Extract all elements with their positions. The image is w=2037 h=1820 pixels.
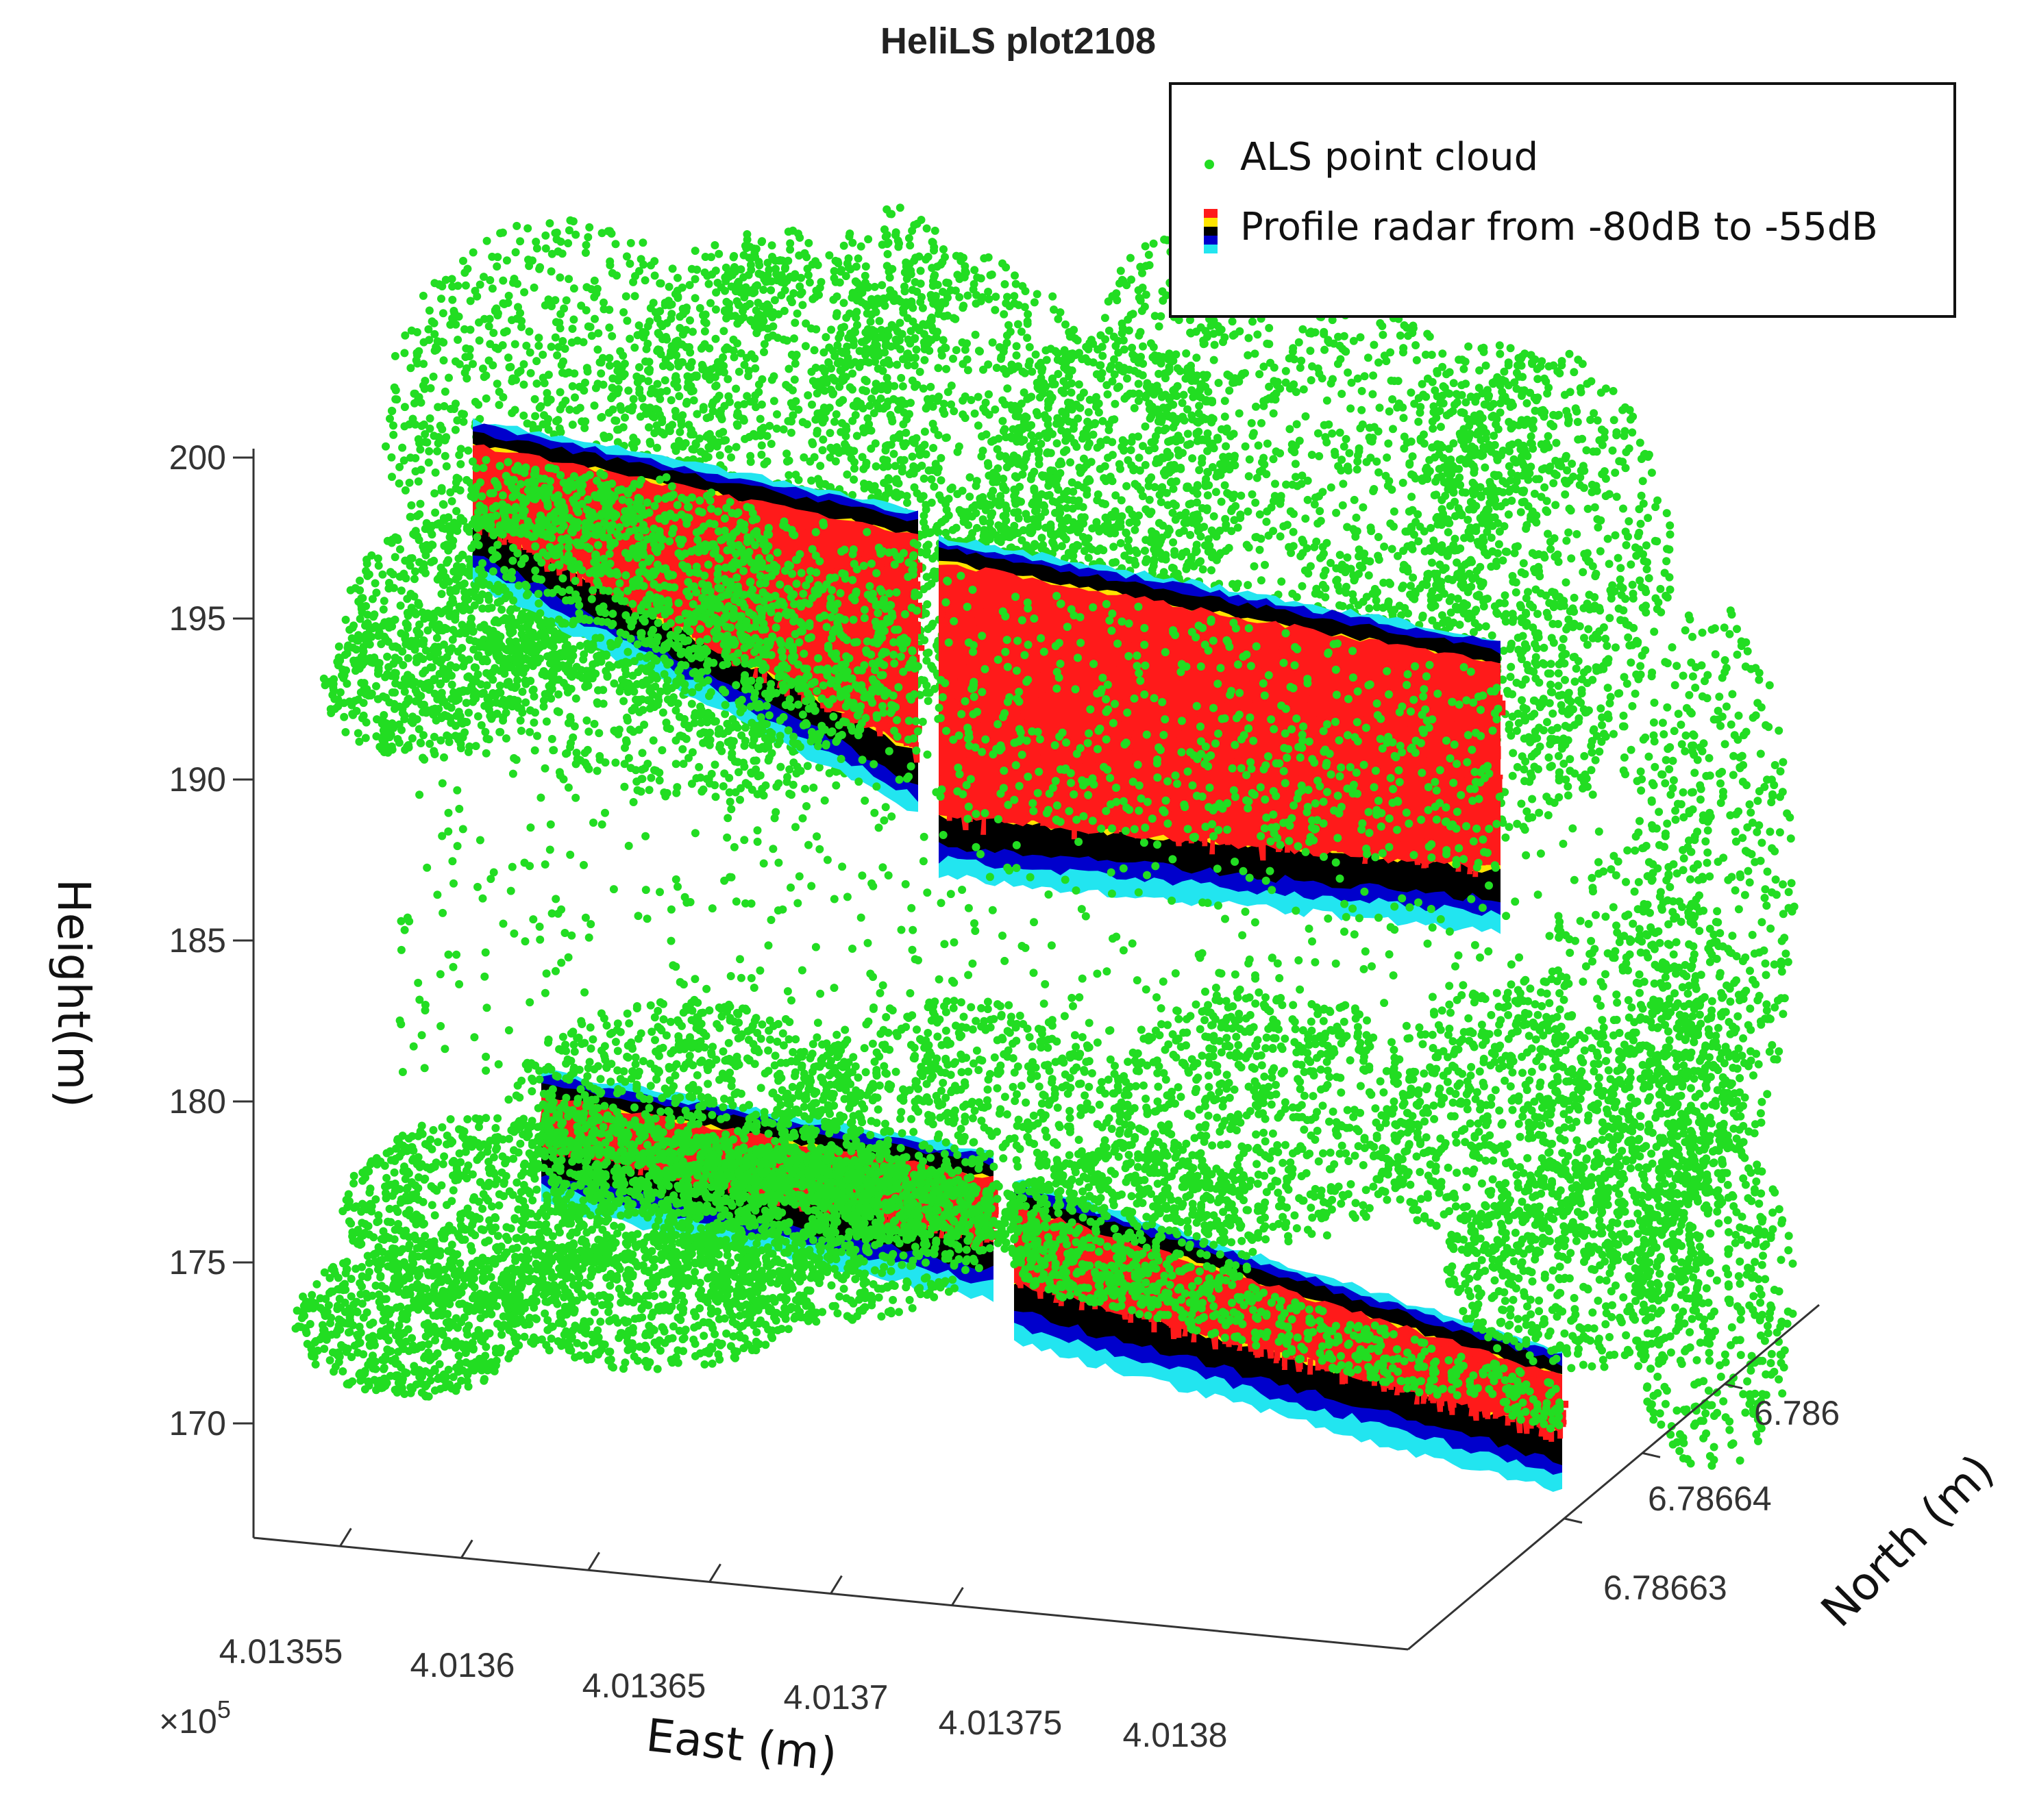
y-tick-label: 6.786	[1754, 1394, 1840, 1432]
als-point-cluster	[1443, 1161, 1705, 1373]
x-axis-label: East (m)	[643, 1709, 839, 1782]
y-axis-label: North (m)	[1811, 1444, 2004, 1637]
z-tick-label: 190	[169, 760, 226, 799]
als-point-cluster	[650, 1142, 994, 1326]
als-point-cluster	[608, 226, 926, 666]
legend-radar-swatch-band	[1204, 209, 1218, 218]
legend-radar-swatch-band	[1204, 218, 1218, 227]
x-tick	[708, 1563, 721, 1583]
als-point-cluster	[504, 998, 867, 1221]
x-axis-multiplier: ×105	[159, 1695, 231, 1741]
als-point-cluster	[615, 560, 919, 758]
x-tick-label: 4.01365	[582, 1667, 706, 1705]
x-tick	[460, 1539, 473, 1559]
x-tick-label: 4.0136	[410, 1646, 515, 1684]
legend-box	[1169, 82, 1956, 318]
radar-speckle-red	[939, 573, 1506, 877]
als-point-cluster	[319, 608, 530, 764]
z-tick-label: 185	[169, 921, 226, 960]
legend-als-marker	[1205, 160, 1214, 169]
als-point-cluster	[829, 203, 955, 370]
legend-radar-swatch-band	[1204, 236, 1218, 245]
x-tick	[587, 1551, 600, 1571]
legend-radar-swatch-band	[1204, 245, 1218, 253]
als-point-cluster	[437, 469, 793, 695]
als-point-cluster	[1607, 983, 1749, 1208]
y-tick-label: 6.78663	[1603, 1569, 1727, 1607]
als-point-cluster	[1630, 606, 1799, 1177]
x-ticks: 4.01355 4.0136 4.01365 4.0137 4.01375 4.0138	[219, 1528, 1228, 1754]
z-ticks: 170 175 180 185 190 195 200	[169, 438, 254, 1443]
z-tick-label: 195	[169, 599, 226, 638]
radar-green-overlap	[1010, 1214, 1564, 1433]
als-point-cluster	[993, 1140, 1270, 1312]
legend-als-label: ALS point cloud	[1240, 135, 1538, 179]
als-point-cluster	[517, 1148, 924, 1291]
x-tick-label: 4.0138	[1123, 1716, 1228, 1754]
chart-title: HeliLS plot2108	[880, 21, 1156, 62]
x-tick-label: 4.0137	[784, 1678, 889, 1717]
z-axis-label: Height(m)	[47, 879, 100, 1108]
als-point-cluster	[291, 1244, 530, 1401]
x-tick	[830, 1575, 843, 1595]
als-sparse-points	[395, 715, 1703, 1080]
y-tick-label: 6.78664	[1648, 1480, 1772, 1518]
z-tick-label: 170	[169, 1404, 226, 1443]
als-point-cluster	[721, 237, 795, 333]
y-axis-line	[1407, 1304, 1820, 1651]
z-tick-label: 180	[169, 1082, 226, 1121]
x-tick	[339, 1528, 352, 1547]
x-tick	[951, 1586, 964, 1606]
legend-radar-marker	[1204, 209, 1218, 253]
radar-green-overlap	[469, 456, 922, 755]
y-tick	[1724, 1383, 1743, 1390]
legend-radar-label: Profile radar from -80dB to -55dB	[1240, 205, 1878, 249]
y-tick	[1642, 1451, 1661, 1458]
y-ticks: 6.78663 6.78664 6.786	[1564, 1383, 1840, 1607]
y-tick	[1564, 1517, 1583, 1524]
als-point-cloud-sparse	[395, 715, 1703, 1080]
z-tick-label: 175	[169, 1243, 226, 1282]
legend: ALS point cloud Profile radar from -80dB…	[1169, 82, 1956, 318]
als-point-cluster	[341, 513, 617, 721]
x-tick-label: 4.01355	[219, 1632, 343, 1671]
z-tick-label: 200	[169, 438, 226, 477]
radar-green-overlap	[935, 571, 1503, 872]
x-tick-label: 4.01375	[939, 1704, 1063, 1742]
als-point-cluster	[1403, 341, 1570, 536]
als-point-cloud-understory	[291, 469, 1797, 1470]
als-point-cluster	[1627, 1131, 1797, 1470]
legend-radar-swatch-band	[1204, 227, 1218, 236]
